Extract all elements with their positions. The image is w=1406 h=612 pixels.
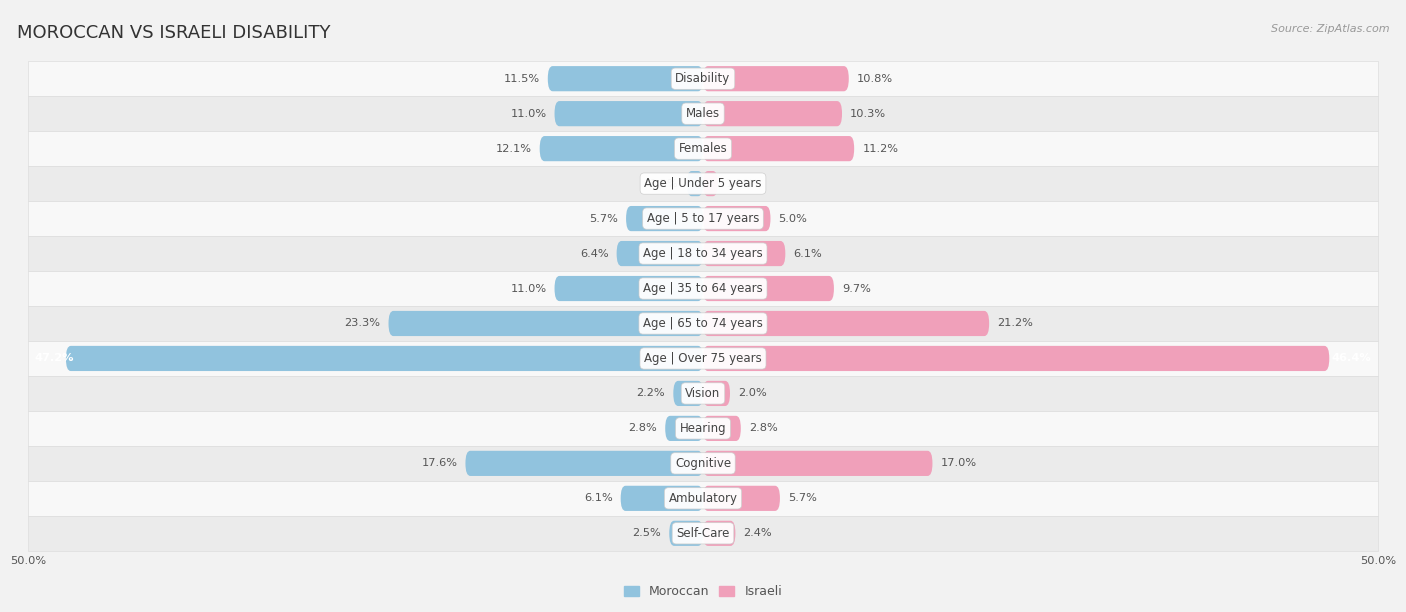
FancyBboxPatch shape — [703, 136, 855, 161]
FancyBboxPatch shape — [28, 341, 1378, 376]
FancyBboxPatch shape — [703, 241, 786, 266]
FancyBboxPatch shape — [28, 271, 1378, 306]
Text: 2.8%: 2.8% — [749, 424, 778, 433]
Text: 2.5%: 2.5% — [633, 528, 661, 539]
FancyBboxPatch shape — [620, 486, 703, 511]
FancyBboxPatch shape — [548, 66, 703, 91]
FancyBboxPatch shape — [617, 241, 703, 266]
Text: Hearing: Hearing — [679, 422, 727, 435]
FancyBboxPatch shape — [554, 101, 703, 126]
FancyBboxPatch shape — [673, 381, 703, 406]
FancyBboxPatch shape — [465, 451, 703, 476]
FancyBboxPatch shape — [388, 311, 703, 336]
FancyBboxPatch shape — [28, 166, 1378, 201]
FancyBboxPatch shape — [28, 131, 1378, 166]
FancyBboxPatch shape — [665, 416, 703, 441]
Text: 47.2%: 47.2% — [35, 354, 75, 364]
Text: 12.1%: 12.1% — [495, 144, 531, 154]
Text: 5.0%: 5.0% — [779, 214, 807, 223]
FancyBboxPatch shape — [540, 136, 703, 161]
Text: 1.2%: 1.2% — [650, 179, 679, 188]
FancyBboxPatch shape — [703, 101, 842, 126]
Text: 11.2%: 11.2% — [862, 144, 898, 154]
Text: Source: ZipAtlas.com: Source: ZipAtlas.com — [1271, 24, 1389, 34]
Text: 2.0%: 2.0% — [738, 389, 766, 398]
Text: 17.0%: 17.0% — [941, 458, 977, 468]
FancyBboxPatch shape — [66, 346, 703, 371]
FancyBboxPatch shape — [703, 381, 730, 406]
Text: 6.1%: 6.1% — [793, 248, 823, 258]
FancyBboxPatch shape — [703, 451, 932, 476]
FancyBboxPatch shape — [703, 521, 735, 546]
FancyBboxPatch shape — [28, 236, 1378, 271]
Text: Age | Under 5 years: Age | Under 5 years — [644, 177, 762, 190]
Text: Vision: Vision — [685, 387, 721, 400]
FancyBboxPatch shape — [703, 276, 834, 301]
Text: MOROCCAN VS ISRAELI DISABILITY: MOROCCAN VS ISRAELI DISABILITY — [17, 24, 330, 42]
FancyBboxPatch shape — [28, 201, 1378, 236]
Text: Age | 5 to 17 years: Age | 5 to 17 years — [647, 212, 759, 225]
Text: Age | Over 75 years: Age | Over 75 years — [644, 352, 762, 365]
Text: 2.2%: 2.2% — [637, 389, 665, 398]
Text: Males: Males — [686, 107, 720, 120]
Text: 11.0%: 11.0% — [510, 283, 547, 294]
Legend: Moroccan, Israeli: Moroccan, Israeli — [619, 580, 787, 603]
FancyBboxPatch shape — [28, 61, 1378, 96]
FancyBboxPatch shape — [669, 521, 703, 546]
Text: 10.3%: 10.3% — [851, 109, 886, 119]
FancyBboxPatch shape — [703, 171, 718, 196]
Text: Cognitive: Cognitive — [675, 457, 731, 470]
FancyBboxPatch shape — [28, 376, 1378, 411]
Text: Age | 35 to 64 years: Age | 35 to 64 years — [643, 282, 763, 295]
FancyBboxPatch shape — [28, 516, 1378, 551]
Text: 46.4%: 46.4% — [1331, 354, 1371, 364]
Text: 6.1%: 6.1% — [583, 493, 613, 503]
FancyBboxPatch shape — [703, 66, 849, 91]
Text: 11.5%: 11.5% — [503, 73, 540, 84]
FancyBboxPatch shape — [686, 171, 703, 196]
Text: 11.0%: 11.0% — [510, 109, 547, 119]
Text: Females: Females — [679, 142, 727, 155]
Text: Ambulatory: Ambulatory — [668, 492, 738, 505]
Text: 9.7%: 9.7% — [842, 283, 870, 294]
FancyBboxPatch shape — [703, 416, 741, 441]
Text: 5.7%: 5.7% — [787, 493, 817, 503]
Text: 23.3%: 23.3% — [344, 318, 381, 329]
FancyBboxPatch shape — [626, 206, 703, 231]
FancyBboxPatch shape — [28, 411, 1378, 446]
FancyBboxPatch shape — [28, 481, 1378, 516]
Text: Self-Care: Self-Care — [676, 527, 730, 540]
FancyBboxPatch shape — [703, 206, 770, 231]
Text: 5.7%: 5.7% — [589, 214, 619, 223]
FancyBboxPatch shape — [703, 346, 1329, 371]
Text: Age | 65 to 74 years: Age | 65 to 74 years — [643, 317, 763, 330]
Text: 17.6%: 17.6% — [422, 458, 457, 468]
Text: 10.8%: 10.8% — [856, 73, 893, 84]
Text: Disability: Disability — [675, 72, 731, 85]
FancyBboxPatch shape — [703, 486, 780, 511]
FancyBboxPatch shape — [554, 276, 703, 301]
Text: 1.1%: 1.1% — [725, 179, 755, 188]
Text: 21.2%: 21.2% — [997, 318, 1033, 329]
FancyBboxPatch shape — [28, 96, 1378, 131]
Text: Age | 18 to 34 years: Age | 18 to 34 years — [643, 247, 763, 260]
Text: 6.4%: 6.4% — [579, 248, 609, 258]
Text: 2.4%: 2.4% — [744, 528, 772, 539]
FancyBboxPatch shape — [28, 446, 1378, 481]
FancyBboxPatch shape — [703, 311, 990, 336]
FancyBboxPatch shape — [28, 306, 1378, 341]
Text: 2.8%: 2.8% — [628, 424, 657, 433]
